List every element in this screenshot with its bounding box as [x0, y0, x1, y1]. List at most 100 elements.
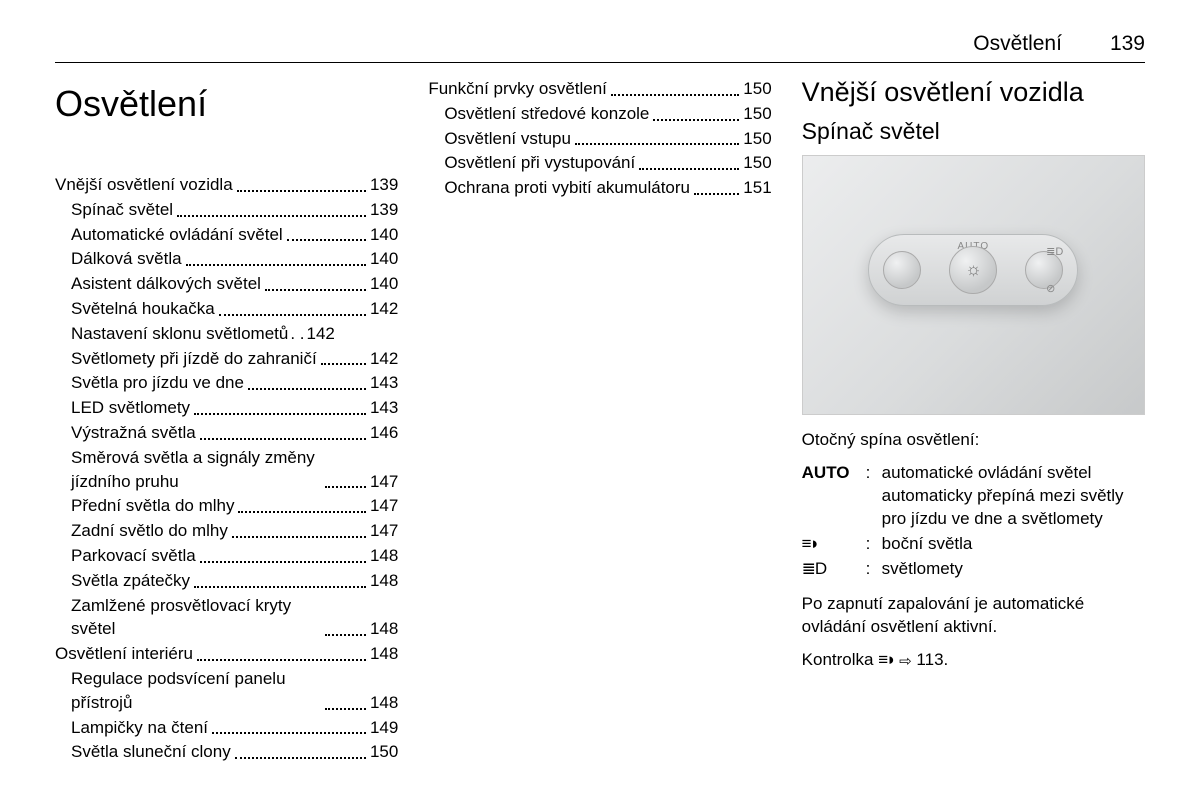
toc-page-number: 139: [370, 198, 398, 222]
toc-leader-dots: [238, 511, 365, 513]
toc-leader-dots: [575, 143, 739, 145]
chapter-title: Osvětlení: [55, 83, 398, 125]
definition-description: světlomety: [882, 558, 1145, 581]
toc-label: Výstražná světla: [71, 421, 196, 445]
caption: Otočný spína osvětlení:: [802, 429, 1145, 452]
toc-page-number: 142: [307, 322, 335, 346]
toc-leader-dots: [219, 314, 366, 316]
toc-label: Zadní světlo do mlhy: [71, 519, 228, 543]
toc-leader-dots: [200, 438, 366, 440]
toc-page-number: 147: [370, 494, 398, 518]
toc-label: Směrová světla a signály změny jízdního …: [71, 446, 321, 494]
toc-page-number: 148: [370, 691, 398, 715]
toc-label: Lampičky na čtení: [71, 716, 208, 740]
toc-item: Světla sluneční clony150: [71, 740, 398, 764]
toc-label: Osvětlení vstupu: [444, 127, 571, 151]
toc-label: Automatické ovládání světel: [71, 223, 283, 247]
toc-page-number: 148: [370, 544, 398, 568]
toc-leader-dots: [177, 215, 366, 217]
center-knob-icon: [949, 246, 997, 294]
toc-leader-dots: [232, 536, 366, 538]
toc-page-number: 151: [743, 176, 771, 200]
toc-page-number: 150: [743, 151, 771, 175]
toc-leader-dots: [325, 634, 366, 636]
toc-label: Zamlžené prosvětlovací kryty světel: [71, 594, 321, 642]
toc-page-number: 150: [743, 102, 771, 126]
definition-row: :světlomety: [802, 558, 1145, 581]
toc-page-number: 143: [370, 371, 398, 395]
light-switch-illustration: AUTO ≣D⊘: [802, 155, 1145, 415]
definition-row: :boční světla: [802, 533, 1145, 556]
toc-label: Světla pro jízdu ve dne: [71, 371, 244, 395]
definition-colon: :: [866, 462, 882, 485]
toc-leader-dots: [325, 486, 366, 488]
toc-label: Regulace podsvícení panelu přístrojů: [71, 667, 321, 715]
link-arrow-icon: [899, 650, 912, 669]
definition-colon: :: [866, 533, 882, 556]
toc-section: Funkční prvky osvětlení 150: [428, 77, 771, 101]
page-header: Osvětlení 139: [55, 32, 1145, 63]
definition-colon: :: [866, 558, 882, 581]
definition-row: AUTO:automatické ovládání světel automat…: [802, 462, 1145, 531]
toc-leader-dots: [325, 708, 366, 710]
definition-description: boční světla: [882, 533, 1145, 556]
toc-page-number: 142: [370, 297, 398, 321]
definition-term: [802, 533, 866, 556]
p2-post: 113.: [912, 650, 949, 669]
toc-leader-dots: [653, 119, 739, 121]
toc-label: Ochrana proti vybití akumulátoru: [444, 176, 690, 200]
toc-item: Osvětlení středové konzole 150: [444, 102, 771, 126]
toc-label: Světla sluneční clony: [71, 740, 231, 764]
section-heading: Vnější osvětlení vozidla: [802, 77, 1145, 108]
toc-item: Přední světla do mlhy147: [71, 494, 398, 518]
toc-item: LED světlomety143: [71, 396, 398, 420]
toc-item: Lampičky na čtení149: [71, 716, 398, 740]
toc-leader-dots: [248, 388, 366, 390]
toc-label: Spínač světel: [71, 198, 173, 222]
toc-leader-dots: [200, 561, 366, 563]
toc-page-number: 140: [370, 272, 398, 296]
definition-list: AUTO:automatické ovládání světel automat…: [802, 462, 1145, 581]
toc-leader-dots: . .: [290, 322, 304, 346]
toc-section: Osvětlení interiéru148: [55, 642, 398, 666]
column-2: Funkční prvky osvětlení150Osvětlení stře…: [428, 77, 771, 765]
toc-item: Ochrana proti vybití akumulátoru 151: [444, 176, 771, 200]
toc-label: Osvětlení středové konzole: [444, 102, 649, 126]
parking-icon: [802, 534, 818, 553]
toc-page-number: 147: [370, 470, 398, 494]
headlight-icon: [802, 559, 827, 578]
toc-label: Nastavení sklonu světlometů: [71, 322, 288, 346]
column-3: Vnější osvětlení vozidla Spínač světel A…: [802, 77, 1145, 765]
toc-label: Osvětlení při vystupování: [444, 151, 635, 175]
toc-label: Vnější osvětlení vozidla: [55, 173, 233, 197]
paragraph-2: Kontrolka 113.: [802, 649, 1145, 672]
toc-label: Osvětlení interiéru: [55, 642, 193, 666]
toc-label: Světlomety při jízdě do zahraničí: [71, 347, 317, 371]
toc-label: Dálková světla: [71, 247, 182, 271]
toc-leader-dots: [265, 289, 366, 291]
subsection-heading: Spínač světel: [802, 118, 1145, 145]
toc-page-number: 146: [370, 421, 398, 445]
toc-page-number: 148: [370, 617, 398, 641]
column-1: Osvětlení Vnější osvětlení vozidla 139 Spí…: [55, 77, 398, 765]
toc-label: Parkovací světla: [71, 544, 196, 568]
toc-leader-dots: [237, 190, 366, 192]
toc-item: Dálková světla 140: [71, 247, 398, 271]
toc-item: Zadní světlo do mlhy147: [71, 519, 398, 543]
toc-page-number: 150: [743, 77, 771, 101]
p2-pre: Kontrolka: [802, 650, 879, 669]
toc-page-number: 148: [370, 569, 398, 593]
toc-label: Světla zpátečky: [71, 569, 190, 593]
toc-item: Světelná houkačka 142: [71, 297, 398, 321]
header-page-number: 139: [1110, 32, 1145, 56]
definition-description: automatické ovládání světel automaticky …: [882, 462, 1145, 531]
toc-label: Funkční prvky osvětlení: [428, 77, 607, 101]
toc-item: Automatické ovládání světel140: [71, 223, 398, 247]
toc-leader-dots: [235, 757, 366, 759]
toc-item: Světlomety při jízdě do zahraničí142: [71, 347, 398, 371]
toc-page-number: 140: [370, 247, 398, 271]
toc-page-number: 143: [370, 396, 398, 420]
toc-leader-dots: [321, 363, 366, 365]
toc-label: Světelná houkačka: [71, 297, 215, 321]
toc-page-number: 139: [370, 173, 398, 197]
